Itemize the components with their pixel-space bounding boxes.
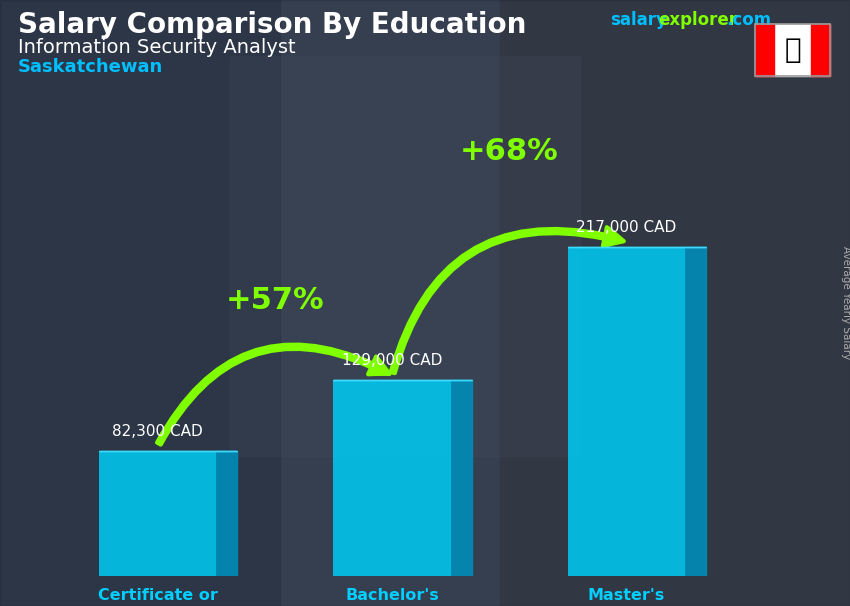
Text: 129,000 CAD: 129,000 CAD <box>342 353 442 368</box>
Bar <box>0 0 280 606</box>
Text: Information Security Analyst: Information Security Analyst <box>18 38 296 57</box>
Text: Salary Comparison By Education: Salary Comparison By Education <box>18 11 526 39</box>
Bar <box>500 0 850 606</box>
Polygon shape <box>216 451 237 576</box>
Bar <box>755 24 774 76</box>
Text: Master's
Degree: Master's Degree <box>588 588 665 606</box>
Text: salary: salary <box>610 11 667 29</box>
Polygon shape <box>685 247 706 576</box>
Text: Certificate or
Diploma: Certificate or Diploma <box>98 588 218 606</box>
Text: 217,000 CAD: 217,000 CAD <box>576 220 677 235</box>
Bar <box>568 247 685 576</box>
Text: explorer: explorer <box>658 11 737 29</box>
Bar <box>755 24 830 76</box>
Bar <box>333 381 450 576</box>
Text: +68%: +68% <box>460 138 558 167</box>
Text: 🍁: 🍁 <box>785 36 801 64</box>
Bar <box>811 24 830 76</box>
FancyArrowPatch shape <box>391 227 624 373</box>
Text: 82,300 CAD: 82,300 CAD <box>112 424 203 439</box>
Text: +57%: +57% <box>225 286 324 315</box>
Bar <box>755 24 830 76</box>
Text: Bachelor's
Degree: Bachelor's Degree <box>345 588 439 606</box>
Text: Saskatchewan: Saskatchewan <box>18 58 163 76</box>
Text: Average Yearly Salary: Average Yearly Salary <box>841 247 850 359</box>
Bar <box>230 56 580 456</box>
FancyArrowPatch shape <box>157 345 389 445</box>
Text: .com: .com <box>726 11 771 29</box>
Bar <box>99 451 216 576</box>
Polygon shape <box>450 381 472 576</box>
